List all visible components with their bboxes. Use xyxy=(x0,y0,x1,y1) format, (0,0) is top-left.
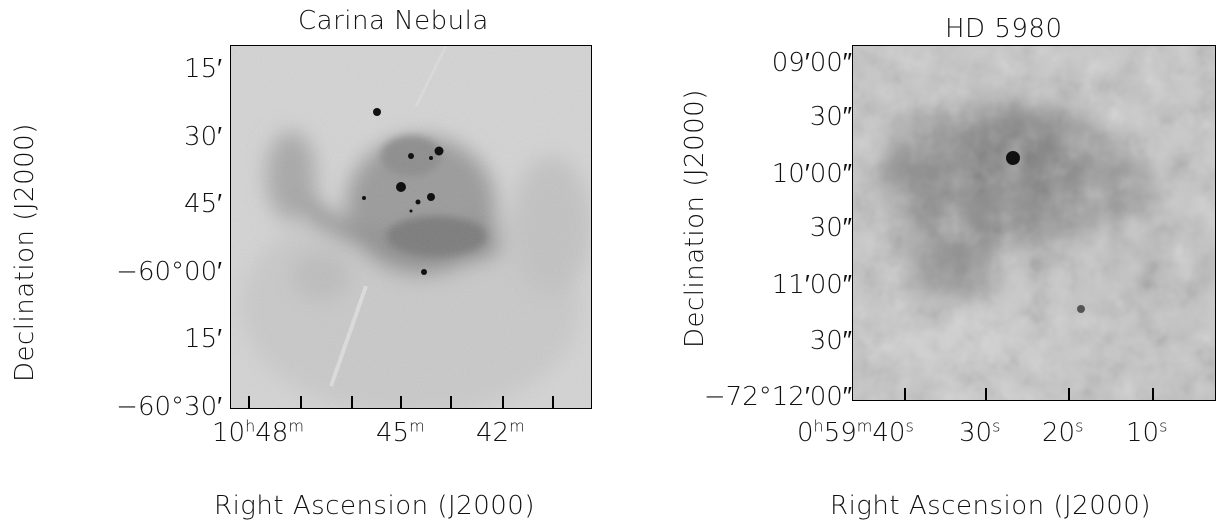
carina-y-axis-title: Declination (J2000) xyxy=(10,123,40,382)
hd5980-xtick-4 xyxy=(1152,388,1154,400)
hd5980-ytick-30a: 30″ xyxy=(809,102,852,132)
hd5980-ytick-10-00: 10′00″ xyxy=(771,159,852,189)
carina-panel: Carina Nebula Declination (J2000) 15′ 30… xyxy=(0,0,612,531)
hd5980-panel: HD 5980 Declination (J2000) 09′00″ 30″ 1… xyxy=(612,0,1232,531)
carina-image-frame xyxy=(230,45,592,409)
hd5980-image xyxy=(853,46,1215,400)
hd5980-y-axis-title: Declination (J2000) xyxy=(680,89,710,348)
hd5980-xtick-1 xyxy=(904,388,906,400)
hd5980-xtick-3 xyxy=(1068,388,1070,400)
carina-xtick-2 xyxy=(300,396,302,408)
hd5980-xtick-label-20s: 20s xyxy=(1042,416,1084,448)
carina-nebula-image xyxy=(231,46,591,408)
carina-xtick-label-48: 10h48m xyxy=(212,416,304,448)
carina-xtick-5 xyxy=(450,396,452,408)
carina-ytick-45: 45′ xyxy=(184,189,222,219)
carina-xtick-4 xyxy=(400,396,402,408)
carina-xtick-3 xyxy=(351,396,353,408)
carina-ytick-60-30: −60°30′ xyxy=(116,392,222,422)
carina-ytick-15b: 15′ xyxy=(184,324,222,354)
hd5980-x-axis-title: Right Ascension (J2000) xyxy=(830,491,1151,521)
hd5980-ytick-09-00: 09′00″ xyxy=(771,48,852,78)
hd5980-title: HD 5980 xyxy=(945,14,1063,44)
hd5980-ytick-30b: 30″ xyxy=(809,213,852,243)
carina-ytick-15: 15′ xyxy=(184,54,222,84)
hd5980-xtick-label-40s: 0h59m40s xyxy=(797,416,914,448)
carina-ytick-60-00: −60°00′ xyxy=(116,257,222,287)
hd5980-ytick-30c: 30″ xyxy=(809,326,852,356)
carina-title: Carina Nebula xyxy=(298,6,489,36)
hd5980-ytick-72-12-00: −72°12′00″ xyxy=(703,382,852,412)
hd5980-xtick-label-30s: 30s xyxy=(959,416,1001,448)
carina-xtick-7 xyxy=(552,396,554,408)
carina-ytick-30: 30′ xyxy=(184,122,222,152)
carina-xtick-1 xyxy=(248,396,250,408)
hd5980-xtick-label-10s: 10s xyxy=(1126,416,1168,448)
hd5980-xtick-2 xyxy=(985,388,987,400)
carina-x-axis-title: Right Ascension (J2000) xyxy=(214,491,535,521)
hd5980-ytick-11-00: 11′00″ xyxy=(771,270,852,300)
carina-xtick-label-45: 45m xyxy=(376,416,425,448)
carina-xtick-label-42: 42m xyxy=(476,416,525,448)
hd5980-image-frame xyxy=(852,45,1216,401)
carina-xtick-6 xyxy=(502,396,504,408)
